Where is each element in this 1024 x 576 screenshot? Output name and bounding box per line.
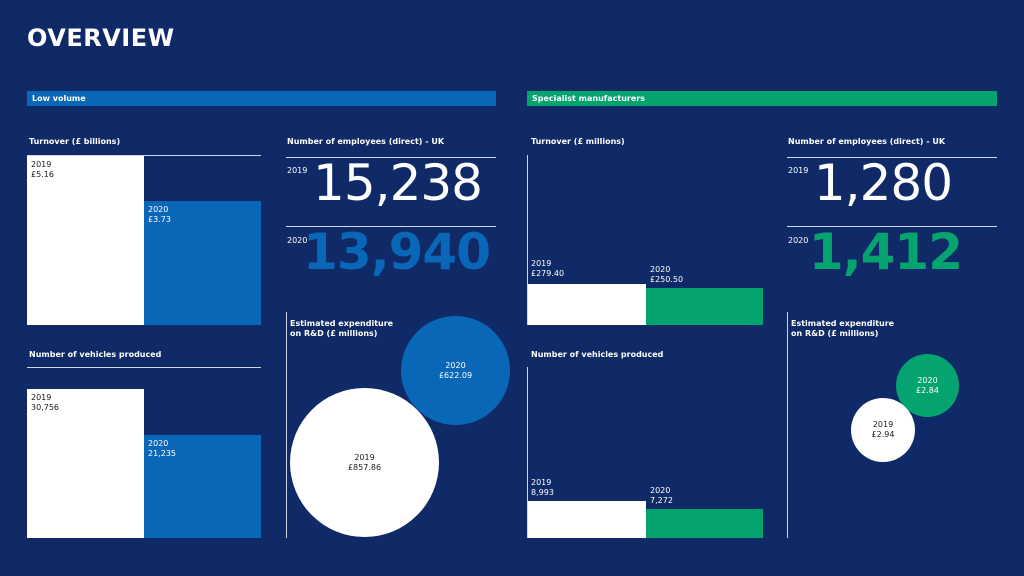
sp-turnover-label-2020: 2020 £250.50 [650,265,683,285]
lv-rd-title-2: on R&D (£ millions) [290,329,378,338]
sp-employees-title: Number of employees (direct) - UK [788,137,946,146]
sp-vehicles-bar-2019-value: 8,993 [531,488,554,497]
sp-turnover-bar-2019-value: £279.40 [531,269,565,278]
sp-rd-vrule [787,312,788,538]
sp-turnover-bar-2020 [646,288,763,325]
lv-rd-circle-2019: 2019 £857.86 [290,388,439,537]
sp-vehicles-bar-2020 [646,509,763,538]
lv-rd-circle-2019-value: £857.86 [347,462,382,472]
sp-turnover-bar-2019 [528,284,646,325]
sp-turnover-bar-2019-year: 2019 [531,259,552,268]
page-title: OVERVIEW [27,24,175,52]
lv-vehicles-bar-2019: 2019 30,756 [27,389,144,538]
lv-turnover-bar-2019-value: £5.16 [31,170,54,179]
sp-vehicles-vrule [527,367,528,538]
sp-employees-rule-2 [787,226,997,227]
sp-vehicles-bar-2019 [528,501,646,538]
lv-vehicles-bar-2020: 2020 21,235 [144,435,261,538]
sp-turnover-bar-2020-value: £250.50 [650,275,684,284]
lv-rd-circle-2020-value: £622.09 [438,370,473,380]
lv-rd-circle-2020: 2020 £622.09 [401,316,510,425]
sp-vehicles-bar-2020-year: 2020 [650,486,671,495]
sp-employees-2020-value: 1,412 [808,223,963,281]
lv-turnover-bar-2020-value: £3.73 [148,215,171,224]
sp-rd-circle-2020: 2020 £2.84 [896,354,959,417]
lv-employees-title: Number of employees (direct) - UK [287,137,445,146]
lv-vehicles-rule [27,367,261,368]
sp-vehicles-label-2020: 2020 7,272 [650,486,673,506]
sp-vehicles-title: Number of vehicles produced [531,350,664,359]
lv-rd-circle-2019-year: 2019 [354,452,375,462]
sp-vehicles-bar-2019-year: 2019 [531,478,552,487]
lv-turnover-title: Turnover (£ billions) [29,137,121,146]
sp-rd-circle-2019-value: £2.94 [871,430,895,439]
sp-employees-2019-value: 1,280 [813,154,953,212]
sp-employees-2020-year: 2020 [788,236,809,245]
sp-rd-title-1: Estimated expenditure [791,319,895,328]
lv-vehicles-chart: 2019 30,756 2020 21,235 [27,389,261,538]
lv-employees-rule-1 [286,157,496,158]
lv-employees-rule-2 [286,226,496,227]
lv-rd-circle-2020-year: 2020 [445,360,466,370]
lv-vehicles-bar-2019-value: 30,756 [31,403,59,412]
sp-rd-title-2: on R&D (£ millions) [791,329,879,338]
lv-rd-vrule [286,312,287,538]
lv-rd-title-1: Estimated expenditure [290,319,394,328]
sp-turnover-label-2019: 2019 £279.40 [531,259,564,279]
sp-employees-2019-year: 2019 [788,166,809,175]
sp-employees-rule-1 [787,157,997,158]
lv-employees-2019-year: 2019 [287,166,308,175]
lv-turnover-bar-2020: 2020 £3.73 [144,201,261,325]
lv-turnover-bar-2020-year: 2020 [148,205,169,214]
lv-vehicles-bar-2020-year: 2020 [148,439,169,448]
sp-rd-circle-2019: 2019 £2.94 [851,398,915,462]
sp-rd-circle-2019-year: 2019 [872,420,894,429]
lv-vehicles-title: Number of vehicles produced [29,350,162,359]
sp-rd-circle-2020-value: £2.84 [916,385,939,395]
sp-turnover-title: Turnover (£ millions) [531,137,625,146]
sp-turnover-bar-2020-year: 2020 [650,265,671,274]
lv-vehicles-bar-2020-value: 21,235 [148,449,176,458]
lv-employees-2020-value: 13,940 [303,223,491,281]
sp-turnover-vrule [527,155,528,325]
lv-turnover-rule [27,155,261,156]
lv-turnover-bar-2019: 2019 £5.16 [27,156,144,325]
lv-vehicles-bar-2019-year: 2019 [31,393,52,402]
low-volume-banner: Low volume [27,91,496,106]
specialist-banner: Specialist manufacturers [527,91,997,106]
lv-turnover-bar-2019-year: 2019 [31,160,52,169]
lv-employees-2019-value: 15,238 [313,154,483,212]
sp-vehicles-label-2019: 2019 8,993 [531,478,554,498]
sp-rd-circle-2020-year: 2020 [917,375,938,385]
sp-vehicles-bar-2020-value: 7,272 [650,496,673,505]
lv-employees-2020-year: 2020 [287,236,308,245]
lv-turnover-chart: 2019 £5.16 2020 £3.73 [27,156,261,325]
